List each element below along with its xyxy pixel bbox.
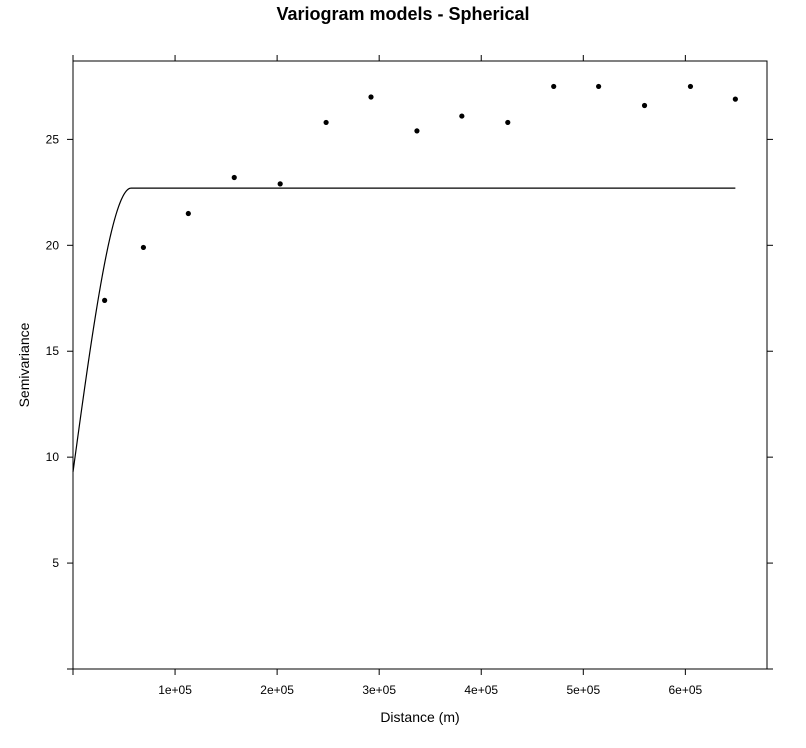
data-point — [459, 113, 465, 119]
plot-frame — [72, 60, 768, 670]
x-tick-label: 6e+05 — [669, 683, 703, 697]
data-point — [505, 119, 511, 126]
model-layer — [72, 187, 736, 473]
model-line — [72, 187, 736, 473]
x-tick-label: 5e+05 — [566, 683, 600, 697]
data-point — [102, 297, 108, 303]
data-point — [732, 96, 738, 102]
x-tick-label: 3e+05 — [362, 683, 396, 697]
y-tick-label: 20 — [46, 238, 60, 252]
y-axis-label: Semivariance — [16, 322, 32, 408]
data-point — [687, 83, 694, 90]
data-point — [277, 181, 283, 187]
y-tick-label: 25 — [46, 132, 60, 146]
data-point — [368, 94, 374, 100]
points-layer — [102, 83, 738, 303]
data-point — [641, 102, 648, 109]
chart-title: Variogram models - Spherical — [276, 4, 530, 24]
y-tick-label: 10 — [46, 450, 60, 464]
data-point — [551, 83, 557, 90]
x-tick-label: 2e+05 — [260, 683, 294, 697]
y-tick-label: 5 — [52, 556, 59, 570]
y-tick-label: 15 — [46, 344, 60, 358]
data-point — [323, 119, 329, 126]
data-point — [596, 83, 602, 90]
x-tick-label: 4e+05 — [464, 683, 498, 697]
axis-ticks: 1e+05 2e+05 3e+05 4e+05 5e+05 6e+05 5 10 15 20 25 — [46, 55, 773, 697]
data-point — [185, 210, 191, 217]
data-point — [414, 128, 420, 134]
x-axis-label: Distance (m) — [380, 709, 460, 725]
data-point — [231, 174, 237, 181]
data-point — [140, 244, 147, 251]
x-tick-label: 1e+05 — [158, 683, 192, 697]
